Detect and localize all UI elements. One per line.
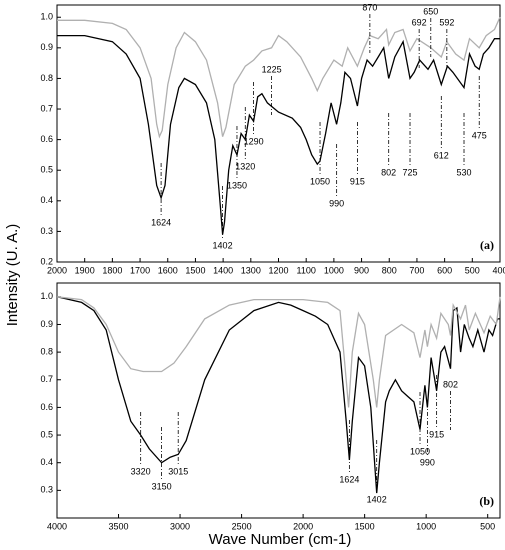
x-tick-label: 1000 [416, 521, 436, 531]
x-tick-label: 1400 [213, 265, 233, 275]
peak-label: 870 [362, 2, 377, 12]
y-tick-label: 0.3 [40, 485, 53, 495]
plot-frame [56, 282, 501, 519]
peak-label: 1350 [227, 180, 247, 190]
y-tick-label: 0.5 [40, 429, 53, 439]
y-tick-label: 0.5 [40, 165, 53, 175]
spectrum-line [56, 296, 500, 494]
x-tick-label: 1000 [324, 265, 344, 275]
x-tick-label: 1500 [355, 521, 375, 531]
spectrum-line [57, 16, 501, 139]
y-tick-label: 0.3 [40, 226, 53, 236]
x-tick-label: 2500 [232, 521, 252, 531]
peak-label: 3320 [131, 466, 151, 476]
y-tick-label: 0.4 [40, 195, 53, 205]
x-tick-label: 1100 [297, 265, 316, 275]
peak-label: 802 [443, 379, 458, 389]
peak-label: 1290 [244, 136, 264, 146]
peak-label: 592 [439, 17, 454, 27]
peak-label: 915 [350, 176, 365, 186]
peak-label: 1225 [262, 64, 282, 74]
x-tick-label: 1800 [102, 265, 122, 275]
y-tick-label: 0.6 [40, 402, 53, 412]
x-tick-label: 1700 [130, 265, 150, 275]
peak-label: 3015 [168, 466, 188, 476]
peak-label: 990 [420, 457, 435, 467]
peak-label: 692 [412, 17, 427, 27]
y-tick-label: 0.4 [40, 457, 53, 467]
peak-label: 1624 [339, 474, 359, 484]
x-tick-label: 1200 [268, 265, 288, 275]
peak-label: 1402 [213, 240, 233, 250]
y-tick-label: 0.7 [40, 103, 53, 113]
peak-label: 530 [456, 167, 471, 177]
x-tick-label: 500 [465, 265, 480, 275]
y-tick-label: 0.8 [40, 73, 53, 83]
y-tick-label: 0.9 [40, 42, 53, 52]
x-tick-label: 500 [480, 521, 495, 531]
peak-label: 1050 [310, 176, 330, 186]
y-tick-label: 0.8 [40, 346, 53, 356]
peak-label: 1050 [410, 446, 430, 456]
panel-label: (b) [479, 494, 494, 508]
x-tick-label: 700 [409, 265, 424, 275]
peak-label: 650 [423, 6, 438, 16]
x-tick-label: 3000 [170, 521, 190, 531]
y-tick-label: 1.0 [40, 12, 53, 22]
x-tick-label: 400 [492, 265, 505, 275]
x-tick-label: 1300 [241, 265, 261, 275]
peak-label: 1624 [151, 217, 171, 227]
x-tick-label: 1900 [75, 265, 95, 275]
peak-label: 3150 [152, 481, 172, 491]
spectrum-line [57, 34, 500, 235]
x-tick-label: 600 [437, 265, 452, 275]
y-tick-label: 0.2 [40, 256, 53, 266]
x-tick-label: 3500 [109, 521, 129, 531]
y-tick-label: 1.0 [40, 291, 53, 301]
x-tick-label: 800 [382, 265, 397, 275]
peak-label: 725 [403, 167, 418, 177]
spectrum-line [56, 296, 501, 408]
y-tick-label: 0.9 [40, 319, 53, 329]
x-axis-label: Wave Number (cm-1) [209, 531, 352, 548]
x-tick-label: 1500 [185, 265, 205, 275]
plot-frame [56, 4, 501, 263]
peak-label: 802 [381, 167, 396, 177]
peak-label: 1320 [235, 161, 255, 171]
panel-label: (a) [480, 238, 494, 252]
x-tick-label: 1600 [158, 265, 178, 275]
x-tick-label: 2000 [293, 521, 313, 531]
peak-label: 1402 [367, 494, 387, 504]
peak-label: 990 [329, 198, 344, 208]
x-tick-label: 2000 [47, 265, 67, 275]
peak-label: 915 [429, 429, 444, 439]
peak-label: 612 [434, 150, 449, 160]
y-axis-label: Intensity (U. A.) [4, 224, 21, 327]
peak-label: 475 [472, 130, 487, 140]
x-tick-label: 900 [354, 265, 369, 275]
y-tick-label: 0.6 [40, 134, 53, 144]
x-tick-label: 4000 [47, 521, 67, 531]
y-tick-label: 0.7 [40, 374, 53, 384]
